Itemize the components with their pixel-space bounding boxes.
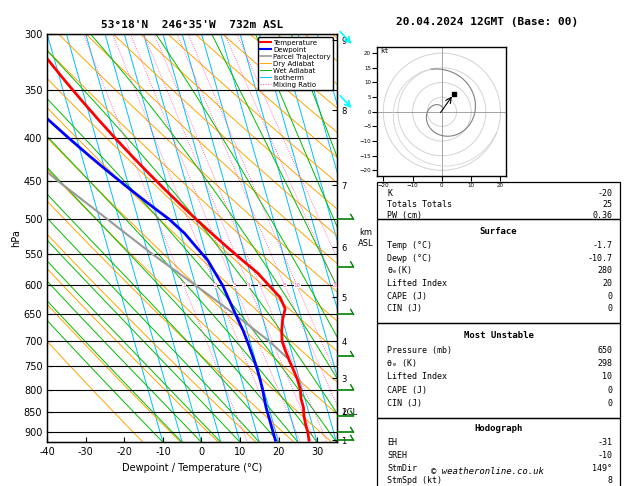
Title: 53°18'N  246°35'W  732m ASL: 53°18'N 246°35'W 732m ASL [101,20,283,31]
Text: CIN (J): CIN (J) [387,304,422,313]
Text: CAPE (J): CAPE (J) [387,386,427,395]
Text: 0: 0 [608,399,612,408]
Text: 298: 298 [598,359,612,368]
Text: CAPE (J): CAPE (J) [387,292,427,301]
Text: kt: kt [381,48,389,54]
Text: 2: 2 [213,283,217,288]
Text: -10: -10 [598,451,612,460]
Text: CIN (J): CIN (J) [387,399,422,408]
Text: Surface: Surface [480,227,517,236]
Text: Hodograph: Hodograph [474,424,523,433]
Text: 20: 20 [333,283,340,288]
X-axis label: Dewpoint / Temperature (°C): Dewpoint / Temperature (°C) [122,463,262,473]
Text: 10: 10 [603,372,612,382]
Text: 10: 10 [294,283,301,288]
Text: 0.36: 0.36 [593,210,612,220]
Text: 5: 5 [259,283,262,288]
Text: -20: -20 [598,189,612,198]
Text: LCL: LCL [342,408,357,417]
Text: SREH: SREH [387,451,407,460]
Text: -1.7: -1.7 [593,241,612,250]
Text: 25: 25 [603,200,612,209]
Y-axis label: hPa: hPa [11,229,21,247]
Text: 0: 0 [608,386,612,395]
Text: Totals Totals: Totals Totals [387,200,452,209]
Text: 1: 1 [182,283,186,288]
Text: StmSpd (kt): StmSpd (kt) [387,476,442,486]
Text: -10.7: -10.7 [587,254,612,263]
Text: Lifted Index: Lifted Index [387,372,447,382]
Text: 8: 8 [608,476,612,486]
Text: 20: 20 [603,279,612,288]
Text: StmDir: StmDir [387,464,417,473]
Y-axis label: km
ASL: km ASL [359,228,374,248]
Text: PW (cm): PW (cm) [387,210,422,220]
Text: Temp (°C): Temp (°C) [387,241,432,250]
Text: Lifted Index: Lifted Index [387,279,447,288]
Text: Most Unstable: Most Unstable [464,331,533,340]
Legend: Temperature, Dewpoint, Parcel Trajectory, Dry Adiabat, Wet Adiabat, Isotherm, Mi: Temperature, Dewpoint, Parcel Trajectory… [258,37,333,90]
Text: 280: 280 [598,266,612,276]
Text: K: K [387,189,392,198]
Text: 3: 3 [233,283,237,288]
Text: 0: 0 [608,304,612,313]
Text: 149°: 149° [593,464,612,473]
Text: EH: EH [387,438,397,447]
Text: -31: -31 [598,438,612,447]
Text: 20.04.2024 12GMT (Base: 00): 20.04.2024 12GMT (Base: 00) [396,17,579,27]
Text: 4: 4 [247,283,250,288]
Text: θₑ (K): θₑ (K) [387,359,417,368]
Text: Pressure (mb): Pressure (mb) [387,346,452,355]
Text: Dewp (°C): Dewp (°C) [387,254,432,263]
Text: © weatheronline.co.uk: © weatheronline.co.uk [431,467,544,476]
Text: 0: 0 [608,292,612,301]
Text: 650: 650 [598,346,612,355]
Text: 8: 8 [283,283,287,288]
Text: θₑ(K): θₑ(K) [387,266,412,276]
